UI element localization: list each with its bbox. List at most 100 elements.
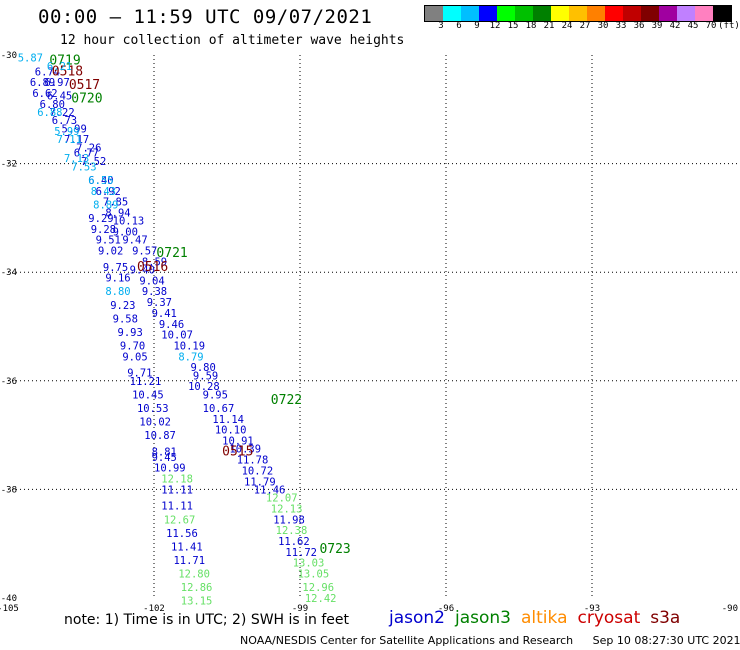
wave-height-label: 10.45 bbox=[132, 389, 164, 401]
pass-time-label: 0515 bbox=[222, 444, 253, 459]
wave-height-label: 12.42 bbox=[305, 593, 337, 605]
wave-height-label: 11.98 bbox=[273, 514, 305, 526]
color-swatch bbox=[587, 6, 605, 21]
map-title: 00:00 – 11:59 UTC 09/07/2021 bbox=[38, 6, 373, 28]
color-swatch bbox=[659, 6, 677, 21]
wave-height-label: 13.15 bbox=[181, 596, 213, 608]
wave-height-label: 13.03 bbox=[293, 558, 325, 570]
wave-height-label: 6.55 bbox=[88, 175, 113, 187]
color-scale-label: 33 bbox=[615, 21, 627, 31]
series-jason2: 6.746.896.976.626.456.807.226.735.997.17… bbox=[30, 66, 317, 567]
wave-height-label: 7.52 bbox=[81, 156, 106, 168]
wave-height-label: 9.38 bbox=[142, 286, 167, 298]
wave-height-label: 12.86 bbox=[181, 582, 213, 594]
units-note: note: 1) Time is in UTC; 2) SWH is in fe… bbox=[64, 612, 350, 628]
x-tick-label: -93 bbox=[584, 604, 600, 614]
wave-height-label: 10.99 bbox=[154, 463, 186, 475]
wave-height-label: 11.14 bbox=[212, 414, 244, 426]
pass-time-label: 0722 bbox=[271, 393, 302, 408]
color-swatch bbox=[713, 6, 731, 21]
wave-height-label: 12.96 bbox=[302, 582, 334, 594]
wave-height-label: 9.37 bbox=[147, 297, 172, 309]
wave-height-label: 9.00 bbox=[113, 226, 138, 238]
wave-height-label: 5.99 bbox=[62, 123, 87, 135]
color-scale-label: 21 bbox=[543, 21, 555, 31]
wave-height-label: 10.53 bbox=[137, 403, 169, 415]
pass-time-label: 0517 bbox=[69, 78, 100, 93]
pass-time-label: 0719 bbox=[49, 53, 80, 68]
color-swatch bbox=[551, 6, 569, 21]
wave-height-label: 9.45 bbox=[152, 452, 177, 464]
wave-height-label: 7.22 bbox=[49, 107, 74, 119]
pass-time-label: 0723 bbox=[319, 542, 350, 557]
wave-height-label: 11.11 bbox=[161, 484, 193, 496]
wave-height-label: 12.07 bbox=[266, 493, 298, 505]
wave-height-label: 8.89 bbox=[93, 199, 118, 211]
color-scale-label: 6 bbox=[456, 21, 462, 31]
wave-height-label: 9.51 bbox=[96, 235, 121, 247]
wave-height-label: 9.23 bbox=[110, 300, 135, 312]
satellite-legend: jason2 jason3 altika cryosat s3a bbox=[389, 608, 690, 628]
wave-height-label: 13.05 bbox=[298, 569, 330, 581]
wave-height-label: 9.58 bbox=[113, 313, 138, 325]
color-swatch bbox=[443, 6, 461, 21]
x-tick-label: -105 bbox=[0, 604, 19, 614]
y-tick-label: -38 bbox=[1, 485, 17, 495]
wave-height-label: 10.19 bbox=[173, 341, 205, 353]
wave-height-label: 11.11 bbox=[161, 501, 193, 513]
wave-height-label: 5.99 bbox=[54, 126, 79, 138]
wave-height-label: 9.93 bbox=[118, 327, 143, 339]
legend-entry: altika bbox=[521, 608, 568, 628]
color-scale-label: 18 bbox=[525, 21, 537, 31]
x-tick-label: -99 bbox=[292, 604, 308, 614]
color-swatch bbox=[533, 6, 551, 21]
wave-height-label: 9.41 bbox=[152, 308, 177, 320]
wave-height-label: 9.80 bbox=[191, 362, 216, 374]
wave-height-label: 8.81 bbox=[152, 446, 177, 458]
wave-height-label: 8.80 bbox=[105, 286, 130, 298]
wave-height-label: 12.38 bbox=[276, 525, 308, 537]
wave-height-label: 6.40 bbox=[88, 175, 113, 187]
legend-entry: s3a bbox=[650, 608, 681, 628]
wave-height-label: 7.11 bbox=[57, 134, 82, 146]
wave-height-label: 9.04 bbox=[139, 275, 164, 287]
footer-timestamp: Sep 10 08:27:30 UTC 2021 bbox=[592, 634, 740, 647]
wave-height-label: 6.97 bbox=[45, 77, 70, 89]
color-swatch bbox=[605, 6, 623, 21]
wave-height-label: 9.16 bbox=[105, 273, 130, 285]
wave-height-label: 12.80 bbox=[178, 569, 210, 581]
wave-height-label: 7.17 bbox=[64, 134, 89, 146]
color-scale-label: (ft) bbox=[718, 21, 740, 31]
wave-height-label: 10.28 bbox=[188, 381, 220, 393]
wave-height-label: 11.78 bbox=[237, 455, 269, 467]
wave-height-label: 11.79 bbox=[244, 476, 276, 488]
wave-height-label: 11.41 bbox=[171, 541, 203, 553]
wave-height-label: 6.88 bbox=[37, 107, 62, 119]
color-scale-label: 15 bbox=[507, 21, 519, 31]
wave-height-label: 6.62 bbox=[32, 88, 57, 100]
wave-height-label: 10.02 bbox=[139, 417, 171, 429]
pass-time-label: 0721 bbox=[156, 246, 187, 261]
color-scale-label: 27 bbox=[579, 21, 591, 31]
footer: NOAA/NESDIS Center for Satellite Applica… bbox=[240, 634, 740, 647]
color-swatch bbox=[569, 6, 587, 21]
y-tick-label: -34 bbox=[1, 268, 17, 278]
wave-height-color-scale bbox=[424, 5, 732, 22]
wave-height-label: 10.10 bbox=[215, 425, 247, 437]
wave-height-label: 12.13 bbox=[271, 503, 303, 515]
wave-height-label: 9.28 bbox=[91, 224, 116, 236]
wave-height-label: 6.45 bbox=[47, 91, 72, 103]
wave-height-label: 10.67 bbox=[203, 403, 235, 415]
legend-entry: jason3 bbox=[455, 608, 511, 628]
wave-height-label: 9.95 bbox=[203, 389, 228, 401]
wave-height-label: 12.67 bbox=[164, 514, 196, 526]
pass-time-label: 0720 bbox=[71, 91, 102, 106]
wave-height-label: 10.87 bbox=[144, 430, 176, 442]
wave-height-label: 6.89 bbox=[30, 77, 55, 89]
wave-height-label: 10.07 bbox=[161, 330, 193, 342]
wave-height-label: 8.79 bbox=[178, 351, 203, 363]
color-scale-label: 42 bbox=[669, 21, 681, 31]
